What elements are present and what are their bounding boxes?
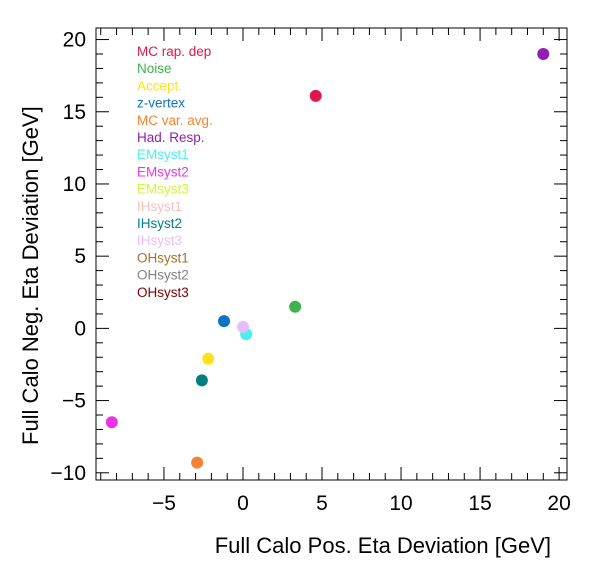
tick-labels: −5 0 5 10 15 20 −10 −5 0 5 10 15 20	[50, 29, 570, 515]
legend-entry: MC var. avg.	[137, 113, 213, 128]
legend-entry: MC rap. dep	[137, 44, 211, 59]
legend-entry: OHsyst3	[137, 285, 189, 300]
y-tick-label: −5	[62, 390, 86, 413]
data-point	[218, 315, 231, 328]
legend-entry: IHsyst1	[137, 199, 182, 214]
plot-frame	[95, 27, 568, 481]
legend-entry: z-vertex	[137, 96, 185, 111]
y-tick-label: 0	[74, 317, 86, 340]
legend-entry: IHsyst2	[137, 216, 182, 231]
y-axis-label: Full Calo Neg. Eta Deviation [GeV]	[18, 106, 43, 445]
y-tick-label: 15	[63, 101, 86, 124]
data-point	[537, 47, 550, 60]
legend-entry: OHsyst1	[137, 250, 189, 265]
y-tick-label: 5	[74, 245, 86, 268]
y-tick-label: −10	[50, 462, 86, 485]
data-point	[195, 374, 208, 387]
legend-entry: EMsyst3	[137, 182, 189, 197]
legend-entry: Noise	[137, 61, 172, 76]
x-tick-label: 10	[389, 492, 412, 515]
x-tick-label: 5	[316, 492, 328, 515]
legend: MC rap. dep Noise Accept. z-vertex MC var. a…	[137, 44, 213, 300]
y-tick-label: 20	[63, 29, 86, 52]
data-point	[289, 300, 302, 313]
legend-entry: EMsyst2	[137, 164, 189, 179]
legend-entry: Had. Resp.	[137, 130, 205, 145]
axis-ticks	[96, 28, 567, 480]
legend-entry: OHsyst2	[137, 268, 189, 283]
data-point	[202, 352, 215, 365]
x-tick-label: −5	[152, 492, 176, 515]
x-tick-label: 15	[468, 492, 491, 515]
legend-entry: IHsyst3	[137, 233, 182, 248]
data-point	[105, 416, 118, 429]
data-point	[309, 89, 322, 102]
data-points	[105, 47, 550, 469]
data-point	[236, 320, 249, 333]
x-tick-label: 20	[547, 492, 570, 515]
x-tick-label: 0	[237, 492, 249, 515]
legend-entry: EMsyst1	[137, 147, 189, 162]
y-tick-label: 10	[63, 173, 86, 196]
data-point	[191, 456, 204, 469]
x-axis-label: Full Calo Pos. Eta Deviation [GeV]	[215, 533, 551, 558]
legend-entry: Accept.	[137, 78, 182, 93]
